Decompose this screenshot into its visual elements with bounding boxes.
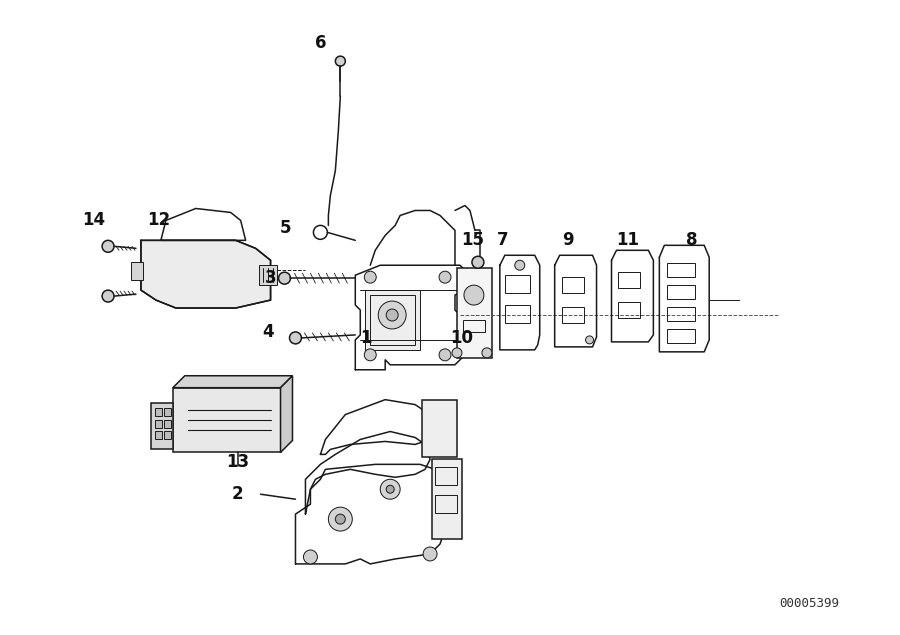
Circle shape xyxy=(386,309,398,321)
Text: 12: 12 xyxy=(148,211,170,229)
Text: 13: 13 xyxy=(226,453,249,471)
Text: 4: 4 xyxy=(263,323,274,341)
Bar xyxy=(435,467,457,485)
Bar xyxy=(667,329,695,343)
Circle shape xyxy=(464,285,484,305)
Polygon shape xyxy=(173,376,292,388)
Bar xyxy=(164,432,171,439)
Bar xyxy=(562,277,583,293)
Bar xyxy=(505,275,530,293)
Bar xyxy=(164,408,171,415)
Bar xyxy=(432,459,462,539)
Circle shape xyxy=(482,348,492,358)
Circle shape xyxy=(290,332,302,344)
Bar xyxy=(173,388,281,452)
Circle shape xyxy=(439,271,451,283)
Text: 5: 5 xyxy=(280,219,292,237)
Circle shape xyxy=(364,349,376,361)
Circle shape xyxy=(364,271,376,283)
Circle shape xyxy=(278,272,291,284)
Bar xyxy=(667,285,695,299)
Bar xyxy=(505,305,530,323)
Bar xyxy=(435,495,457,513)
Circle shape xyxy=(472,257,484,268)
Polygon shape xyxy=(141,240,271,308)
Circle shape xyxy=(380,479,400,499)
Circle shape xyxy=(378,301,406,329)
Bar xyxy=(365,290,420,350)
Circle shape xyxy=(452,348,462,358)
Bar xyxy=(155,420,162,427)
Bar xyxy=(463,320,485,332)
Bar xyxy=(155,432,162,439)
Text: 00005399: 00005399 xyxy=(778,598,839,610)
Circle shape xyxy=(423,547,437,561)
Circle shape xyxy=(102,290,114,302)
Text: 2: 2 xyxy=(232,485,244,503)
Text: 8: 8 xyxy=(686,231,697,250)
Circle shape xyxy=(586,336,594,344)
Text: 3: 3 xyxy=(265,269,276,287)
Text: 10: 10 xyxy=(451,329,473,347)
Circle shape xyxy=(439,349,451,361)
Text: 11: 11 xyxy=(616,231,639,250)
Bar xyxy=(618,272,641,288)
Bar xyxy=(667,264,695,277)
Bar xyxy=(155,408,162,415)
Bar xyxy=(164,420,171,427)
Circle shape xyxy=(336,56,346,66)
Circle shape xyxy=(328,507,352,531)
Text: 1: 1 xyxy=(361,329,372,347)
Bar xyxy=(422,399,457,457)
Bar xyxy=(370,295,415,345)
Bar xyxy=(258,265,276,285)
Text: 6: 6 xyxy=(315,34,326,52)
Bar xyxy=(667,307,695,321)
Circle shape xyxy=(515,260,525,271)
Bar xyxy=(151,403,173,450)
Circle shape xyxy=(102,240,114,252)
Circle shape xyxy=(303,550,318,564)
Text: 7: 7 xyxy=(497,231,508,250)
Bar xyxy=(457,268,492,358)
Text: 15: 15 xyxy=(462,231,484,250)
Polygon shape xyxy=(281,376,292,452)
Circle shape xyxy=(386,485,394,493)
Text: 14: 14 xyxy=(83,211,105,229)
Circle shape xyxy=(336,514,346,524)
Bar xyxy=(562,307,583,323)
Bar xyxy=(618,302,641,318)
Bar xyxy=(131,262,143,280)
Text: 9: 9 xyxy=(562,231,573,250)
